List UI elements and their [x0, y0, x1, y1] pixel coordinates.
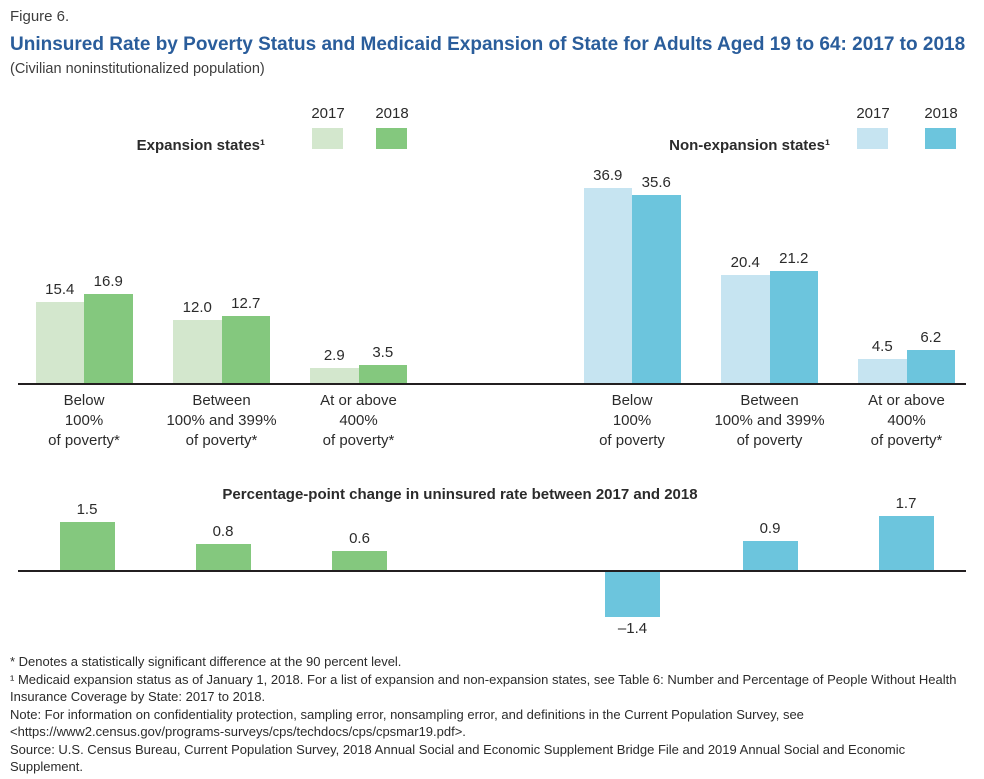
expansion-value-2018-1: 12.7 — [231, 294, 261, 312]
change-value-2: 0.6 — [349, 529, 370, 547]
expansion-category-2: At or above 400% of poverty* — [264, 391, 454, 450]
footnote-significance: * Denotes a statistically significant di… — [10, 654, 402, 669]
non-expansion-value-2017-2: 4.5 — [871, 338, 893, 356]
non-expansion-chart-title: Non-expansion states¹ — [669, 137, 830, 154]
expansion-category-0: Below 100% of poverty* — [0, 391, 179, 450]
footnotes: * Denotes a statistically significant di… — [0, 650, 984, 776]
change-bar-0 — [59, 522, 115, 570]
legend-swatch-2017-expansion — [312, 128, 343, 149]
category-label-line: 100% — [64, 411, 104, 429]
figure-header: Figure 6. Uninsured Rate by Poverty Stat… — [0, 0, 984, 100]
non-expansion-category-1: Between 100% and 399% of poverty — [675, 391, 865, 450]
expansion-value-2017-0: 15.4 — [45, 280, 75, 298]
change-value-5: 1.7 — [895, 494, 917, 512]
non-expansion-bar-2017-2 — [858, 359, 907, 383]
change-bar-1 — [195, 544, 251, 570]
footnote-medicaid-expansion: ¹ Medicaid expansion status as of Januar… — [10, 671, 957, 705]
non-expansion-value-2018-0: 35.6 — [641, 174, 671, 192]
change-bar-2 — [332, 550, 387, 570]
category-label-line: of poverty* — [870, 431, 943, 449]
category-label-line: At or above — [320, 392, 397, 409]
category-label-line: 100% and 399% — [714, 411, 825, 429]
expansion-bar-2018-2 — [358, 364, 407, 383]
expansion-bar-2018-1 — [221, 315, 270, 383]
expansion-value-2018-0: 16.9 — [93, 272, 123, 290]
expansion-chart-title: Expansion states¹ — [136, 137, 265, 154]
category-label-line: of poverty — [599, 431, 665, 449]
category-label-line: Between — [192, 392, 251, 409]
legend-label-2018-non-expansion: 2018 — [924, 105, 958, 122]
expansion-bar-2018-0 — [84, 293, 133, 383]
category-label-line: of poverty* — [322, 431, 395, 449]
expansion-value-2018-2: 3.5 — [372, 343, 394, 361]
legend-swatch-2018-expansion — [376, 128, 407, 149]
change-value-3: –1.4 — [617, 619, 648, 637]
figure-subtitle: (Civilian noninstitutionalized populatio… — [10, 61, 265, 78]
footnote-note: Note: For information on confidentiality… — [10, 706, 804, 740]
category-label-line: 100% and 399% — [166, 411, 277, 429]
non-expansion-value-2017-1: 20.4 — [730, 254, 760, 272]
category-label-line: Below — [611, 392, 653, 409]
category-label-line: Between — [740, 392, 799, 409]
legend-label-2017-expansion: 2017 — [311, 105, 345, 122]
non-expansion-bar-2018-1 — [769, 271, 818, 383]
change-bar-5 — [878, 515, 934, 570]
expansion-category-1: Between 100% and 399% of poverty* — [127, 391, 317, 450]
expansion-bar-2017-1 — [173, 319, 222, 383]
category-label-line: of poverty* — [48, 431, 120, 449]
category-label-line: 100% — [612, 411, 652, 429]
non-expansion-value-2018-2: 6.2 — [920, 329, 942, 347]
non-expansion-bar-2017-1 — [721, 275, 770, 383]
non-expansion-category-2: At or above 400% of poverty* — [812, 391, 984, 450]
non-expansion-bar-2018-0 — [632, 195, 681, 383]
change-bar-3 — [605, 572, 660, 617]
non-expansion-category-0: Below 100% of poverty — [537, 391, 727, 450]
expansion-value-2017-2: 2.9 — [323, 346, 345, 364]
figure-number: Figure 6. — [10, 8, 70, 25]
top-chart-baseline — [18, 383, 966, 385]
change-bar-4 — [742, 541, 798, 570]
legend-label-2018-expansion: 2018 — [375, 105, 409, 122]
legend-swatch-2017-non-expansion — [857, 128, 888, 149]
expansion-value-2017-1: 12.0 — [182, 298, 212, 316]
chart-area: Expansion states¹ 2017 2018 Non-expansio… — [0, 100, 984, 650]
change-value-0: 1.5 — [76, 501, 98, 518]
category-label-line: Below — [63, 392, 105, 409]
figure-title: Uninsured Rate by Poverty Status and Med… — [10, 34, 966, 55]
expansion-bar-2017-2 — [310, 367, 359, 383]
category-label-line: 400% — [887, 411, 926, 429]
non-expansion-value-2018-1: 21.2 — [779, 250, 809, 268]
non-expansion-bar-2017-0 — [583, 188, 632, 383]
change-value-4: 0.9 — [759, 520, 781, 538]
expansion-bar-2017-0 — [35, 301, 84, 383]
legend-swatch-2018-non-expansion — [925, 128, 956, 149]
non-expansion-value-2017-0: 36.9 — [593, 167, 623, 185]
change-value-1: 0.8 — [212, 523, 234, 541]
category-label-line: 400% — [339, 411, 378, 429]
change-chart-title: Percentage-point change in uninsured rat… — [222, 486, 698, 503]
change-chart-baseline — [18, 570, 966, 572]
category-label-line: At or above — [868, 392, 945, 409]
legend-label-2017-non-expansion: 2017 — [856, 105, 890, 122]
non-expansion-bar-2018-2 — [906, 350, 955, 383]
category-label-line: of poverty* — [185, 431, 258, 449]
category-label-line: of poverty — [736, 431, 803, 449]
footnote-source: Source: U.S. Census Bureau, Current Popu… — [10, 741, 906, 775]
